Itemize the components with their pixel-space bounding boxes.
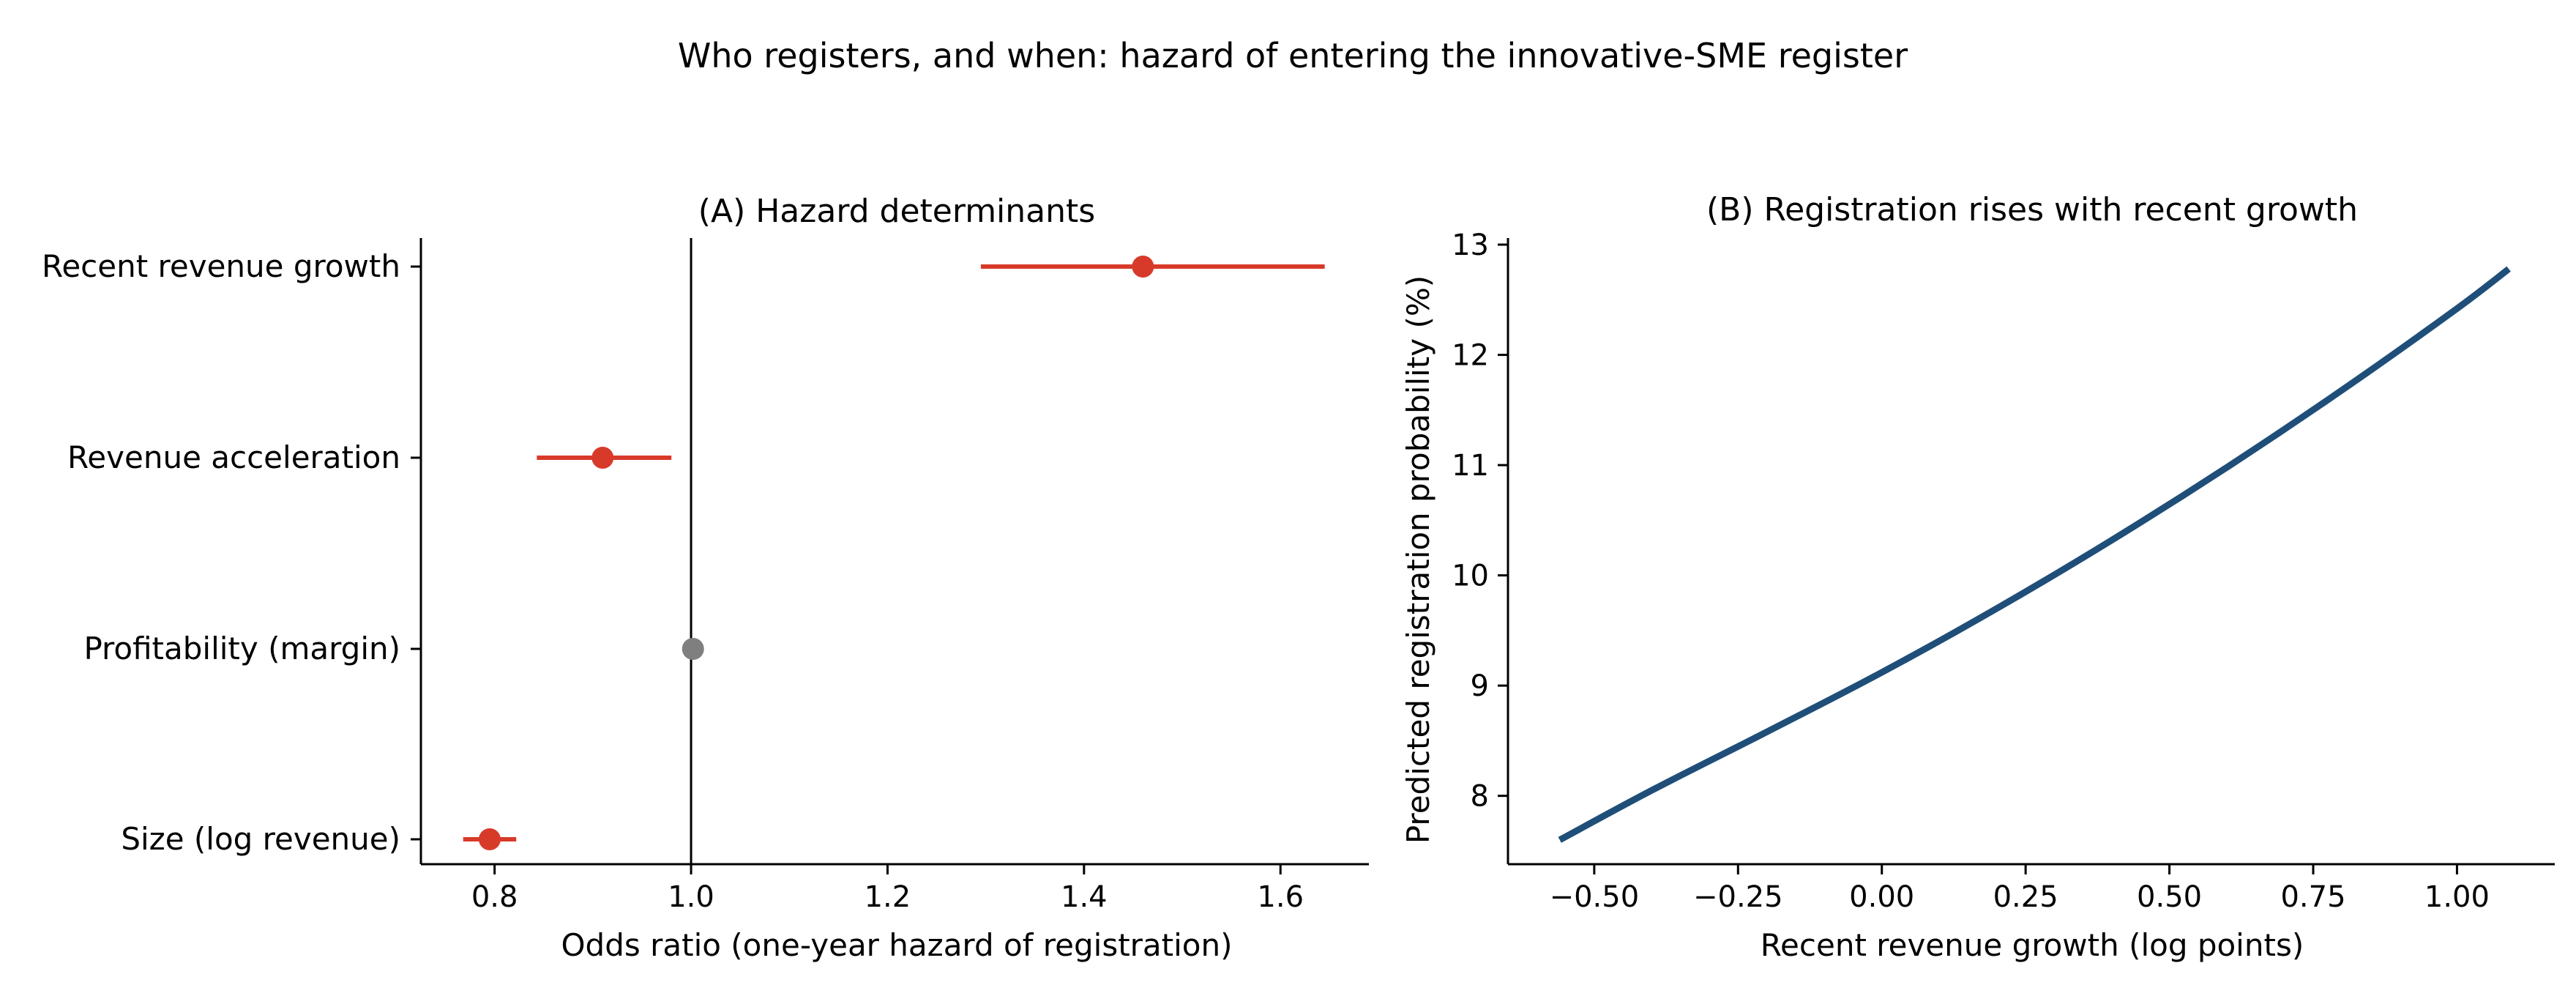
panel-a-y-tick-label: Profitability (margin) xyxy=(83,631,400,666)
panel-a-y-tick-label: Size (log revenue) xyxy=(121,821,400,857)
panel-a-y-tick-label: Revenue acceleration xyxy=(67,439,400,475)
panel-b-y-tick-label: 13 xyxy=(1452,228,1489,262)
panel-a-point xyxy=(478,828,501,850)
panel-b-x-tick-label: −0.50 xyxy=(1550,880,1640,914)
panel-b-y-tick-label: 10 xyxy=(1452,560,1489,593)
panel-b-y-tick-label: 12 xyxy=(1452,339,1489,373)
panel-b-x-tick-label: 0.00 xyxy=(1849,880,1914,914)
panel-b-x-tick-label: 0.75 xyxy=(2280,880,2345,914)
panel-a-title: (A) Hazard determinants xyxy=(698,193,1095,230)
panel-b-ylabel: Predicted registration probability (%) xyxy=(1400,275,1436,844)
panel-b-x-tick-label: 0.25 xyxy=(1993,880,2058,914)
panel-a-x-tick-label: 1.6 xyxy=(1257,880,1304,914)
panel-a-xlabel: Odds ratio (one-year hazard of registrat… xyxy=(561,927,1232,963)
panel-b-x-tick-label: 1.00 xyxy=(2424,880,2490,914)
panel-a-x-tick-label: 0.8 xyxy=(471,880,518,914)
figure-title: Who registers, and when: hazard of enter… xyxy=(678,36,1908,75)
panel-b-x-tick-label: 0.50 xyxy=(2137,880,2202,914)
panel-b-y-tick-label: 11 xyxy=(1452,449,1489,483)
panel-a-x-tick-label: 1.0 xyxy=(668,880,714,914)
panel-b-y-tick-label: 8 xyxy=(1471,780,1489,814)
panel-a-point xyxy=(682,638,704,660)
panel-a-y-tick-label: Recent revenue growth xyxy=(42,248,400,284)
panel-a-forest-plot: (A) Hazard determinants Odds ratio (one-… xyxy=(42,193,1369,963)
panel-a-point xyxy=(1132,256,1154,278)
panel-a-x-tick-label: 1.4 xyxy=(1061,880,1108,914)
panel-b-series-line xyxy=(1558,266,2511,843)
panel-a-x-tick-label: 1.2 xyxy=(865,880,911,914)
panel-b-title: (B) Registration rises with recent growt… xyxy=(1706,191,2358,228)
panel-b-xlabel: Recent revenue growth (log points) xyxy=(1761,927,2304,963)
panel-b-x-tick-label: −0.25 xyxy=(1693,880,1783,914)
panel-a-point xyxy=(591,447,614,469)
panel-b-y-tick-label: 9 xyxy=(1471,669,1489,703)
panel-b-line-chart: (B) Registration rises with recent growt… xyxy=(1400,191,2555,963)
